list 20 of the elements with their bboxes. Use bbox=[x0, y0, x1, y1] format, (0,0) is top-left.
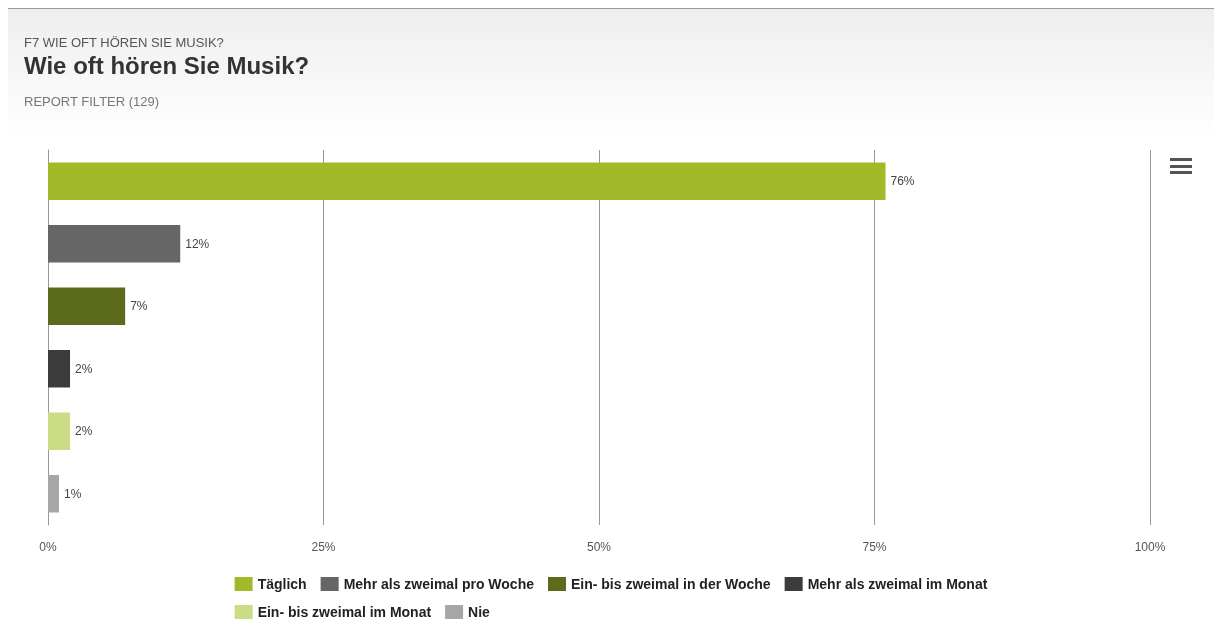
text: F7 WIE OFT HÖREN SIE MUSIK? bbox=[24, 35, 225, 50]
x-tick-label: 50% bbox=[586, 540, 612, 554]
x-tick-label: 25% bbox=[311, 540, 336, 554]
legend-label: Mehr als zweimal im Monat bbox=[807, 576, 988, 592]
x-tick-label: 75% bbox=[862, 540, 887, 554]
data-label: 2% bbox=[75, 424, 93, 439]
x-tick-label: 100% bbox=[1134, 540, 1166, 554]
data-label: 76% bbox=[890, 174, 915, 189]
data-label: 12% bbox=[185, 236, 210, 251]
legend-label: Mehr als zweimal pro Woche bbox=[343, 576, 535, 592]
legend-label: Nie bbox=[468, 604, 491, 620]
x-tick-label: 0% bbox=[39, 540, 57, 554]
chart-subtitle: REPORT FILTER (129) bbox=[24, 94, 161, 109]
data-label: 2% bbox=[75, 361, 93, 376]
legend-label: Täglich bbox=[257, 576, 307, 592]
data-label: 7% bbox=[130, 299, 148, 314]
chart-title: Wie oft hören Sie Musik? bbox=[24, 52, 311, 80]
legend-label: Ein- bis zweimal im Monat bbox=[257, 604, 432, 620]
data-label: 1% bbox=[64, 486, 82, 501]
legend-label: Ein- bis zweimal in der Woche bbox=[570, 576, 771, 592]
